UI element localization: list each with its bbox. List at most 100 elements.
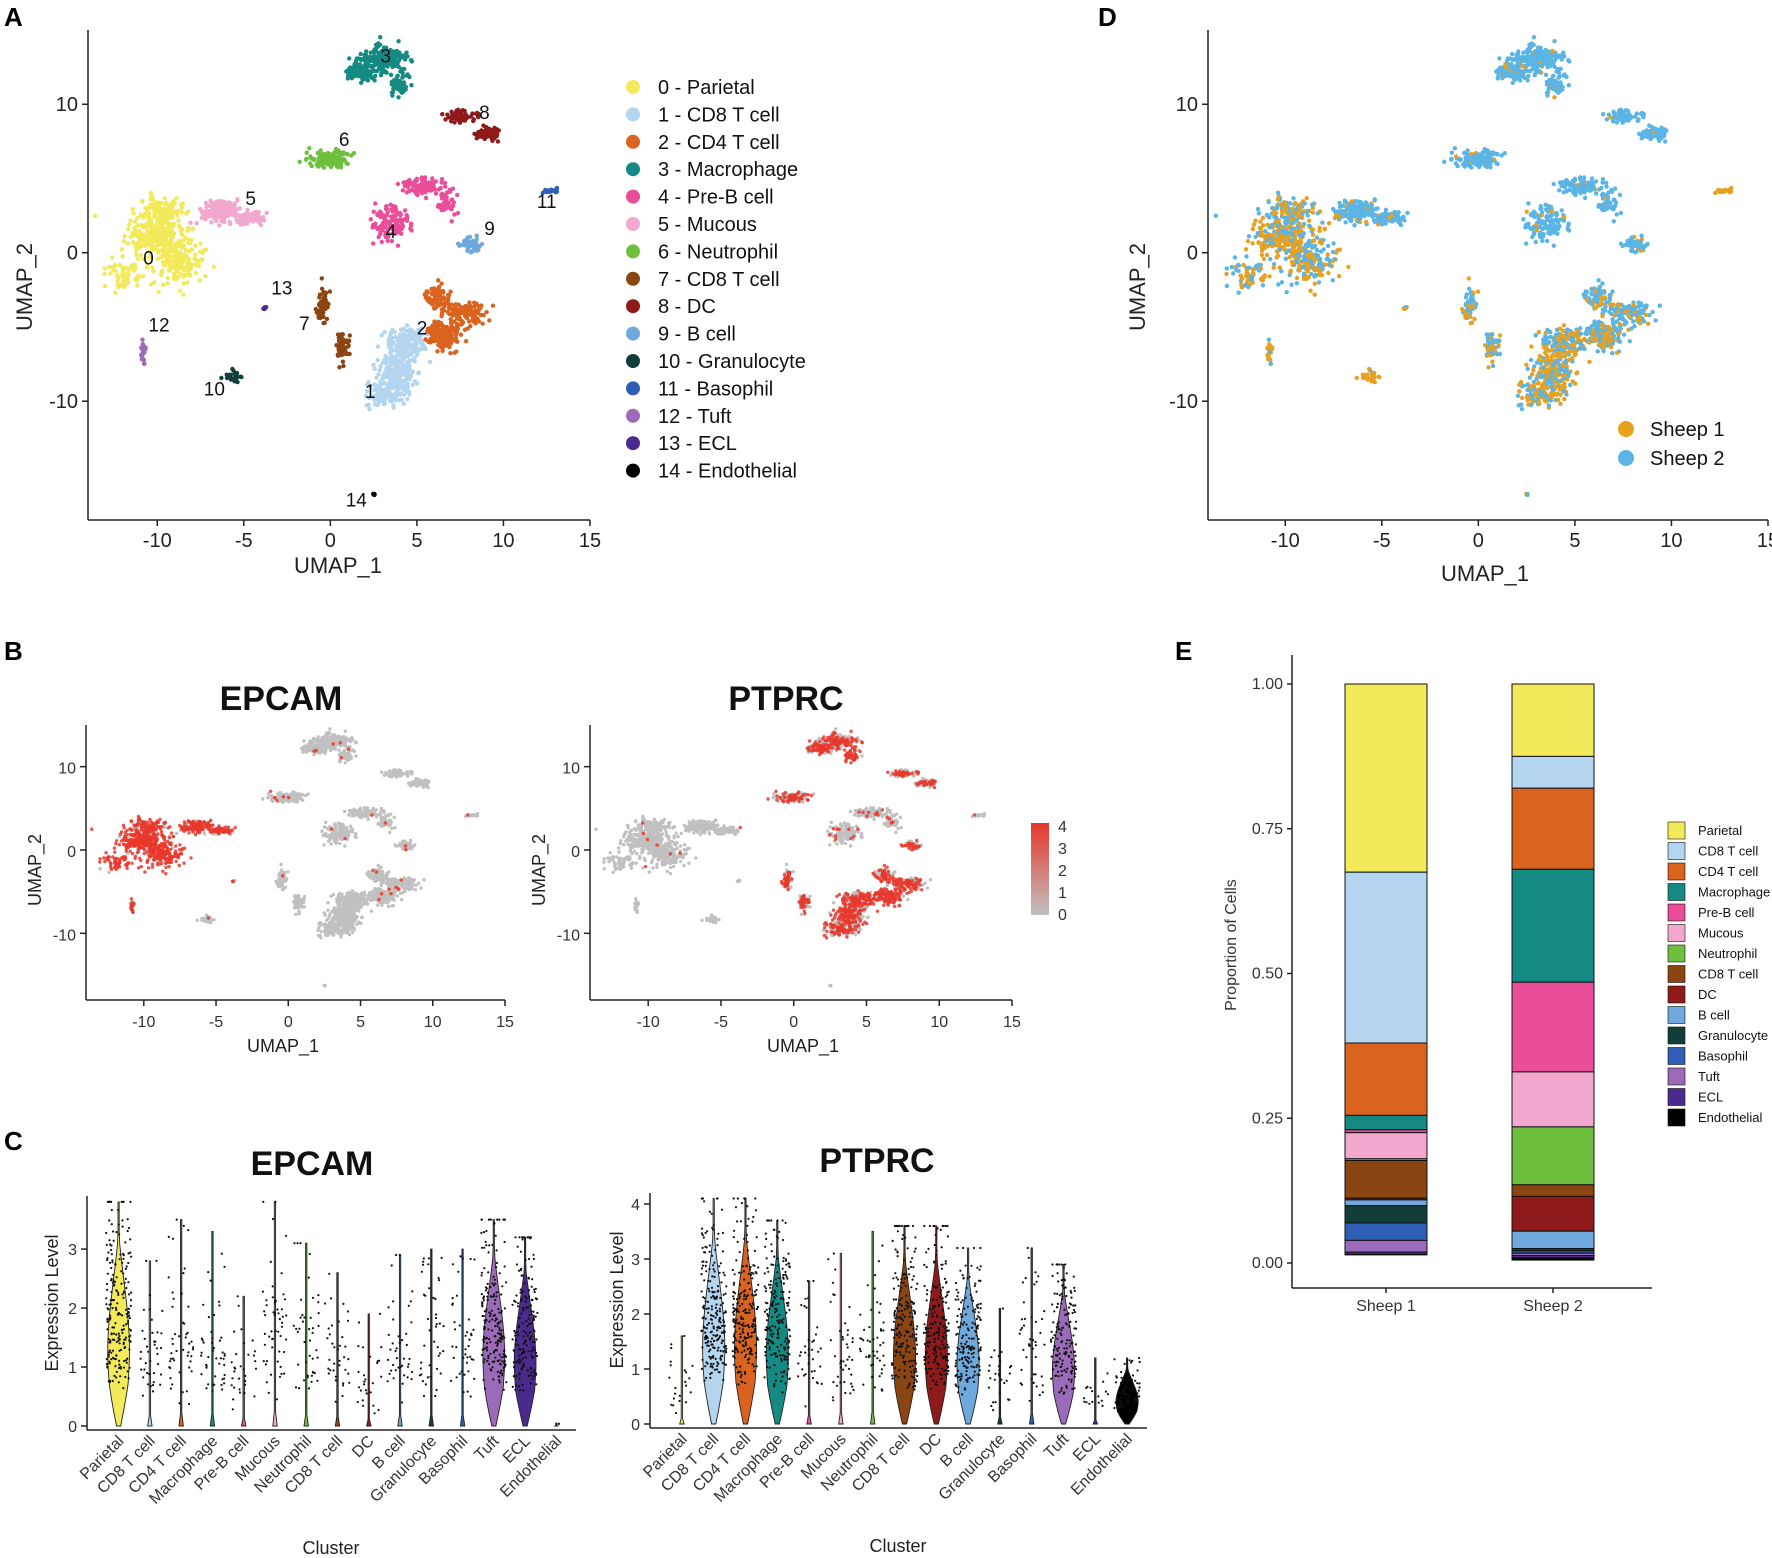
sheep2-point xyxy=(1284,290,1289,295)
cell-point xyxy=(228,374,233,379)
sheep1-point xyxy=(1554,351,1559,356)
sheep2-point xyxy=(1310,243,1315,249)
sheep1-point xyxy=(1517,382,1522,387)
cell-point xyxy=(315,150,320,156)
sheep2-point xyxy=(1306,240,1311,246)
cell-point xyxy=(211,264,216,270)
sheep2-point xyxy=(1559,208,1565,213)
cell-point xyxy=(150,247,155,253)
sheep1-point xyxy=(1558,401,1563,406)
sheep2-point xyxy=(1296,253,1302,259)
cell-point xyxy=(362,52,367,57)
sheep2-point xyxy=(1605,204,1611,209)
sheep2-point xyxy=(1372,198,1378,203)
cell-point xyxy=(473,248,479,253)
cell-point xyxy=(155,256,160,261)
sheep2-point xyxy=(1549,213,1554,218)
sheep2-point xyxy=(1595,330,1601,335)
sheep1-point xyxy=(1311,238,1317,243)
cell-point xyxy=(436,284,442,290)
cell-point xyxy=(137,233,142,239)
cell-point xyxy=(412,356,417,361)
cell-point xyxy=(442,333,447,338)
panel-label-a: A xyxy=(4,2,23,32)
sheep1-point xyxy=(1337,214,1342,219)
y-tick-label: -10 xyxy=(49,391,78,413)
cluster-number-label: 2 xyxy=(417,318,428,339)
cell-point xyxy=(185,262,190,267)
sheep2-point xyxy=(1622,305,1628,310)
cell-point xyxy=(443,192,448,198)
sheep2-point xyxy=(1255,230,1261,236)
cell-point xyxy=(403,373,409,378)
sheep2-point xyxy=(1540,365,1546,370)
sheep2-point xyxy=(1657,303,1663,308)
sheep2-point xyxy=(1638,302,1644,308)
cell-point xyxy=(341,363,346,369)
sheep1-point xyxy=(1271,265,1276,270)
cell-point xyxy=(382,380,387,385)
cell-point xyxy=(113,263,119,268)
sheep1-point xyxy=(1278,202,1283,207)
cell-point xyxy=(371,362,376,367)
cell-point xyxy=(423,195,429,201)
cell-point xyxy=(178,260,183,265)
cell-point xyxy=(472,314,477,320)
sheep2-point xyxy=(1528,402,1534,408)
sheep1-point xyxy=(1593,288,1598,293)
sheep1-point xyxy=(1594,336,1599,341)
sheep2-point xyxy=(1310,202,1315,207)
sheep2-point xyxy=(1297,233,1302,238)
sheep1-point xyxy=(1561,323,1567,328)
cell-point xyxy=(135,283,140,288)
cell-point xyxy=(168,202,173,207)
cell-point xyxy=(400,188,406,193)
cell-point xyxy=(399,358,404,363)
legend-swatch xyxy=(626,80,640,94)
cell-point xyxy=(131,240,136,246)
cell-point xyxy=(170,264,176,269)
cell-point xyxy=(130,230,135,236)
sheep2-point xyxy=(1587,188,1592,193)
sheep2-point xyxy=(1327,262,1332,268)
sheep2-point xyxy=(1313,272,1319,278)
cell-point xyxy=(387,373,392,379)
sheep2-point xyxy=(1325,256,1330,261)
panel-label-e: E xyxy=(1175,636,1192,666)
sheep2-point xyxy=(1283,256,1289,261)
cell-point xyxy=(444,337,450,342)
cell-point xyxy=(371,68,377,74)
cell-point xyxy=(369,55,374,61)
sheep2-point xyxy=(1566,371,1572,376)
cell-point xyxy=(401,392,407,397)
cell-point xyxy=(393,334,398,340)
cell-point xyxy=(375,357,380,363)
panel-label-b: B xyxy=(4,636,23,666)
cell-point xyxy=(427,327,433,332)
sheep1-point xyxy=(1325,252,1330,257)
sheep1-point xyxy=(1275,197,1281,202)
cluster-number-label: 8 xyxy=(479,103,490,124)
sheep2-point xyxy=(1514,52,1519,57)
cell-point xyxy=(372,492,377,498)
legend-label: 12 - Tuft xyxy=(658,406,732,428)
sheep2-point xyxy=(1566,228,1572,233)
sheep2-point xyxy=(1607,292,1613,298)
cell-point xyxy=(394,347,399,353)
cell-point xyxy=(119,283,124,288)
cell-point xyxy=(453,332,459,337)
cell-point xyxy=(366,72,372,78)
cell-point xyxy=(387,398,392,403)
sheep2-point xyxy=(1506,63,1512,68)
cell-point xyxy=(405,369,411,374)
sheep2-point xyxy=(1572,176,1578,181)
sheep2-point xyxy=(1614,319,1619,324)
sheep1-point xyxy=(1562,384,1567,390)
sheep2-point xyxy=(1552,230,1557,235)
sheep2-point xyxy=(1557,89,1562,94)
sheep1-point xyxy=(1297,206,1302,211)
sheep2-point xyxy=(1538,53,1544,58)
cell-point xyxy=(377,368,382,373)
x-tick-label: 0 xyxy=(325,530,336,552)
sheep2-point xyxy=(1523,225,1528,230)
